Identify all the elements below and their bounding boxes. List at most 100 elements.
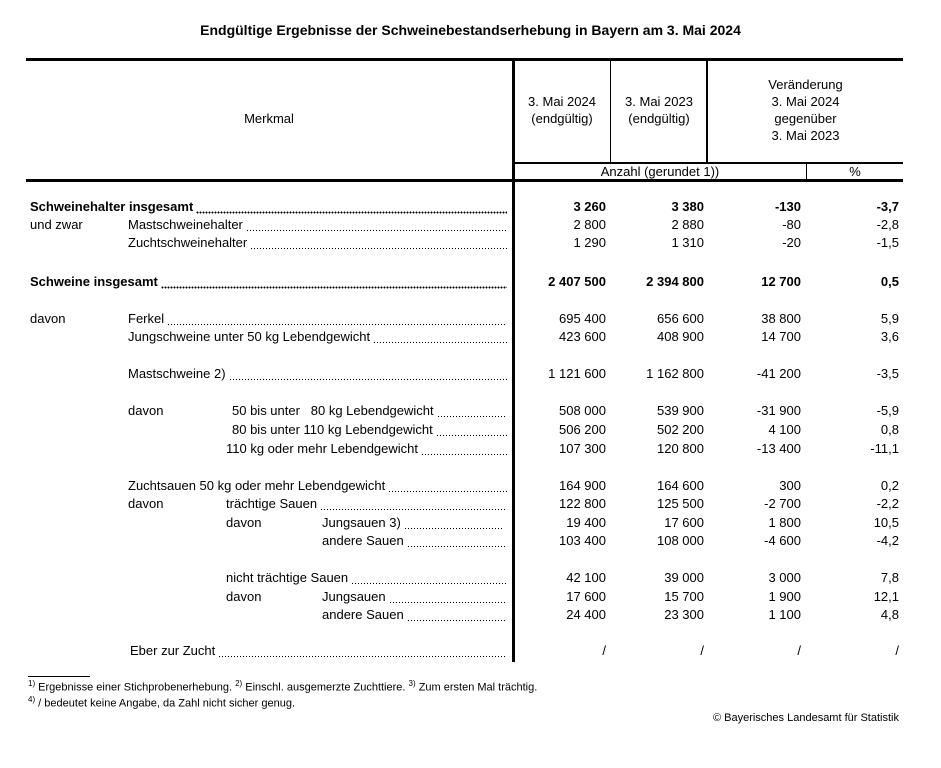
row-label-cell: Eber zur Zucht (130, 642, 507, 660)
value-2023: 3 380 (671, 199, 704, 214)
footnote-mark: 3) (408, 679, 416, 688)
value-2023: 1 162 800 (646, 366, 704, 381)
dot-leader (388, 477, 507, 495)
value-change-percent: -2,2 (876, 496, 899, 511)
row-label-cell: andere Sauen (322, 532, 507, 550)
value-change-absolute: -2 700 (764, 496, 801, 511)
value-2024: 164 900 (559, 478, 606, 493)
row-label-cell: Zuchtsauen 50 kg oder mehr Lebendgewicht (128, 477, 507, 495)
dot-leader (373, 328, 507, 346)
value-change-absolute: -41 200 (756, 366, 801, 381)
row-label: Jungsauen (322, 589, 386, 604)
header-2024: 3. Mai 2024 (endgültig) (528, 94, 596, 126)
row-label-cell: Schweine insgesamt (30, 273, 507, 291)
row-label: trächtige Sauen (226, 496, 318, 511)
value-change-percent: -4,2 (876, 533, 899, 548)
value-change-absolute: 1 100 (768, 607, 801, 622)
table-row: Schweinehalter insgesamt 3 260 3 380 -130 -3… (0, 198, 941, 216)
dot-leader (435, 421, 507, 439)
value-2024: 3 260 (573, 199, 606, 214)
table-row: davon Jungsauen 3) 19 400 17 600 1 800 10,5 (0, 514, 941, 532)
value-2024: / (602, 643, 606, 658)
value-2023: 539 900 (657, 403, 704, 418)
value-2024: 17 600 (566, 589, 606, 604)
value-2024: 2 407 500 (548, 274, 606, 289)
copyright: © Bayerisches Landesamt für Statistik (712, 712, 899, 724)
footnote-mark: 4) (28, 695, 36, 704)
table-row: davon Jungsauen 17 600 15 700 1 900 12,1 (0, 588, 941, 606)
footnote-line-1: 1) Ergebnisse einer Stichprobenerhebung.… (28, 679, 537, 694)
unit-divider (806, 163, 807, 180)
row-label-cell: Jungsauen (322, 588, 507, 606)
footnote-text: Zum ersten Mal trächtig. (415, 681, 538, 694)
value-change-percent: -3,7 (876, 199, 899, 214)
table-row: Zuchtsauen 50 kg oder mehr Lebendgewicht… (0, 477, 941, 495)
value-change-percent: -3,5 (876, 366, 899, 381)
value-2024: 1 290 (573, 235, 606, 250)
header-unit-count: Anzahl (gerundet 1)) (600, 164, 720, 179)
label-column-divider (512, 60, 515, 662)
dot-leader (351, 569, 507, 587)
dot-leader (196, 198, 507, 216)
value-change-absolute: -4 600 (764, 533, 801, 548)
row-label-cell: Ferkel (128, 310, 507, 328)
row-label: Mastschweinehalter (128, 217, 243, 232)
table-row: davon 50 bis unter 80 kg Lebendgewicht 508… (0, 402, 941, 420)
value-change-percent: / (895, 643, 899, 658)
row-label-cell: Jungschweine unter 50 kg Lebendgewicht (128, 328, 507, 346)
row-label-cell: Mastschweinehalter (128, 216, 507, 234)
row-prefix: davon (128, 403, 164, 418)
value-change-percent: 0,8 (880, 422, 899, 437)
row-label: Schweine insgesamt (30, 274, 158, 289)
row-prefix: und zwar (30, 217, 83, 232)
footnote-mark: 1) (28, 679, 36, 688)
value-change-percent: -2,8 (876, 217, 899, 232)
value-2024: 506 200 (559, 422, 606, 437)
value-change-absolute: -80 (782, 217, 801, 232)
value-change-absolute: 300 (779, 478, 801, 493)
row-label: Eber zur Zucht (130, 643, 216, 658)
table-row: Zuchtschweinehalter 1 290 1 310 -20 -1,5 (0, 234, 941, 252)
value-2023: 15 700 (664, 589, 704, 604)
row-label-cell: 110 kg oder mehr Lebendgewicht (226, 440, 507, 458)
page-title: Endgültige Ergebnisse der Schweinebestan… (200, 22, 741, 38)
footnote-line-2: 4) / bedeutet keine Angabe, da Zahl nich… (28, 695, 295, 710)
value-2023: 164 600 (657, 478, 704, 493)
table-row: Schweine insgesamt 2 407 500 2 394 800 12 7… (0, 273, 941, 291)
row-label: Schweinehalter insgesamt (30, 199, 194, 214)
table-row: 80 bis unter 110 kg Lebendgewicht 506 200… (0, 421, 941, 439)
value-2023: 1 310 (671, 235, 704, 250)
header-merkmal: Merkmal (244, 111, 294, 126)
row-prefix: davon (128, 496, 164, 511)
header-2023: 3. Mai 2023 (endgültig) (625, 94, 693, 126)
value-2024: 423 600 (559, 329, 606, 344)
row-label: andere Sauen (322, 533, 404, 548)
value-change-absolute: -130 (774, 199, 801, 214)
row-label-cell: 50 bis unter 80 kg Lebendgewicht (232, 402, 507, 420)
table-row: nicht trächtige Sauen 42 100 39 000 3 000 7,… (0, 569, 941, 587)
value-change-absolute: -31 900 (756, 403, 801, 418)
header-bottom-rule (26, 179, 903, 182)
table-row: andere Sauen 103 400 108 000 -4 600 -4,2 (0, 532, 941, 550)
footnote-mark: 2) (235, 679, 243, 688)
row-label-cell: 80 bis unter 110 kg Lebendgewicht (232, 421, 507, 439)
value-change-percent: 5,9 (880, 311, 899, 326)
value-change-absolute: 1 800 (768, 515, 801, 530)
row-label: Mastschweine 2) (128, 366, 226, 381)
col1-col2-divider (610, 60, 611, 164)
row-label: Ferkel (128, 311, 165, 326)
value-2023: 408 900 (657, 329, 704, 344)
footnote-text: / bedeutet keine Angabe, da Zahl nicht s… (35, 697, 296, 710)
value-change-percent: 10,5 (873, 515, 899, 530)
value-change-absolute: 14 700 (761, 329, 801, 344)
value-change-absolute: -20 (782, 235, 801, 250)
row-label-cell: nicht trächtige Sauen (226, 569, 507, 587)
value-2024: 508 000 (559, 403, 606, 418)
row-label: 80 bis unter 110 kg Lebendgewicht (232, 422, 433, 437)
value-2023: 656 600 (657, 311, 704, 326)
col2-col3-divider (706, 60, 708, 164)
row-label: 50 bis unter 80 kg Lebendgewicht (232, 403, 434, 418)
value-change-percent: 0,2 (880, 478, 899, 493)
value-2023: 2 880 (671, 217, 704, 232)
